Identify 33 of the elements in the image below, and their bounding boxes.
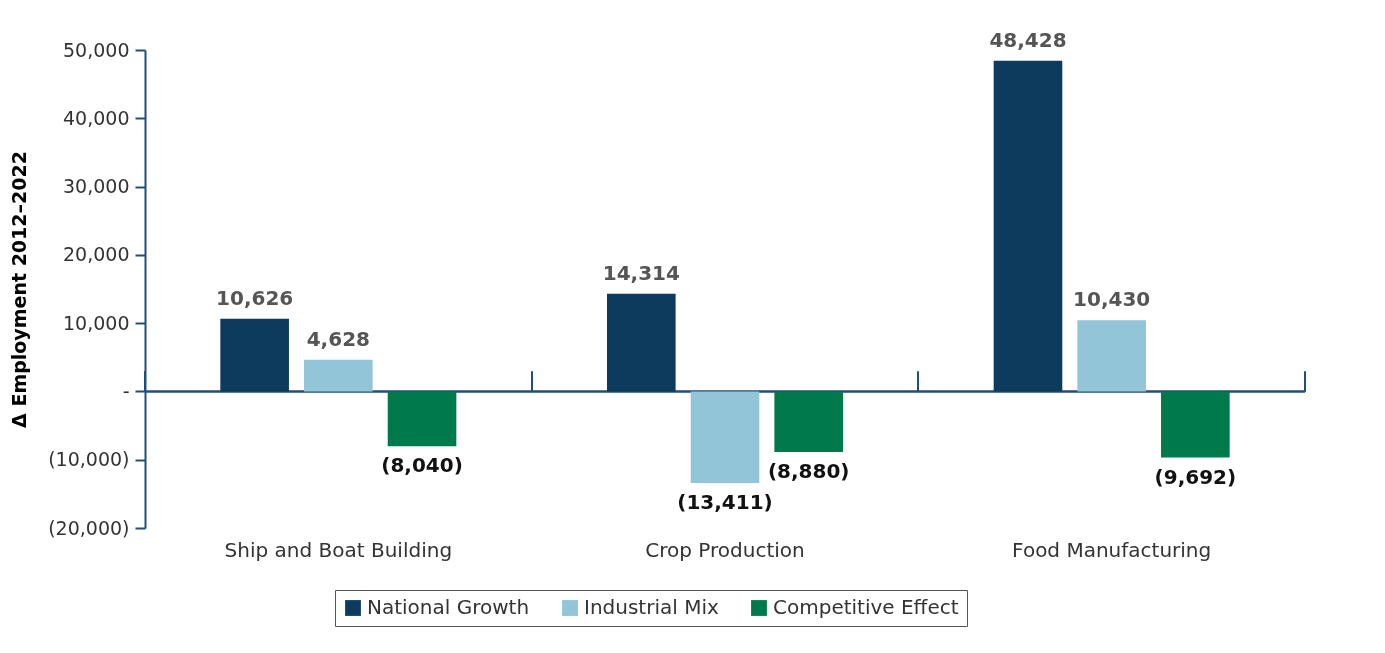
y-tick-label: 20,000 xyxy=(63,243,130,266)
legend-label: Competitive Effect xyxy=(773,595,959,619)
y-tick-label: 10,000 xyxy=(63,311,130,334)
data-label: (13,411) xyxy=(677,490,773,515)
x-tick-label: Food Manufacturing xyxy=(1012,537,1212,562)
y-tick-label: (10,000) xyxy=(48,448,130,471)
bar xyxy=(993,60,1063,392)
bar xyxy=(304,359,373,392)
y-tick-label: 40,000 xyxy=(63,106,130,129)
legend-label: Industrial Mix xyxy=(584,595,719,619)
data-label: 14,314 xyxy=(602,260,680,285)
x-tick-label: Crop Production xyxy=(645,537,805,562)
data-label: 48,428 xyxy=(989,27,1067,52)
bar xyxy=(1077,320,1146,392)
bar xyxy=(1161,391,1230,458)
x-tick-label: Ship and Boat Building xyxy=(224,537,453,562)
y-tick-label: 30,000 xyxy=(63,175,130,198)
y-tick-label: - xyxy=(122,379,130,402)
bar xyxy=(606,293,676,392)
data-label: 4,628 xyxy=(306,326,370,351)
legend-label: National Growth xyxy=(367,595,530,619)
data-label: (9,692) xyxy=(1154,464,1237,489)
y-axis-title: Δ Employment 2012–2022 xyxy=(8,151,31,428)
bar xyxy=(774,391,844,453)
bar xyxy=(387,391,457,447)
y-tick-label: 50,000 xyxy=(63,38,130,61)
data-label: (8,040) xyxy=(381,453,463,478)
y-tick-label: (20,000) xyxy=(48,516,130,539)
bar xyxy=(690,391,760,484)
bar xyxy=(220,318,289,392)
data-label: 10,626 xyxy=(216,285,294,310)
data-label: (8,880) xyxy=(767,459,850,484)
data-label: 10,430 xyxy=(1073,287,1151,312)
